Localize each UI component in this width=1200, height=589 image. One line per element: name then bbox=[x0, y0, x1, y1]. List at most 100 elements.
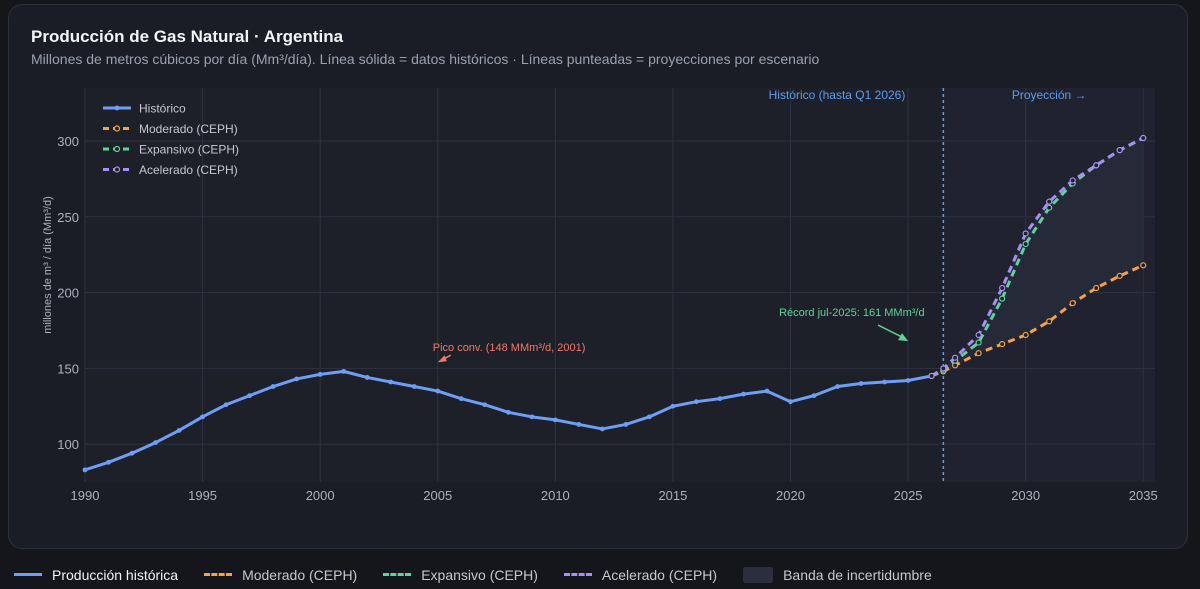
historic-point bbox=[858, 381, 864, 386]
acelerado-point bbox=[1046, 198, 1053, 205]
historic-point bbox=[694, 399, 699, 405]
acelerado-point bbox=[1022, 230, 1029, 237]
footer-legend-acelerado[interactable]: Acelerado (CEPH) bbox=[563, 566, 718, 583]
historic-point bbox=[317, 372, 323, 377]
record-arrowhead bbox=[898, 333, 909, 342]
historic-point bbox=[200, 414, 205, 420]
expansivo-point bbox=[975, 339, 982, 346]
x-tick-label: 2005 bbox=[423, 488, 452, 503]
acelerado-swatch bbox=[563, 573, 592, 576]
x-tick-label: 2035 bbox=[1129, 488, 1158, 503]
acelerado-point bbox=[928, 372, 935, 380]
production-chart: 100 150 200 250 300 1990 1995 2000 2005 2010 2015 2… bbox=[42, 88, 1158, 503]
expansivo-point bbox=[1022, 240, 1029, 248]
footer-legend-expansivo[interactable]: Expansivo (CEPH) bbox=[383, 567, 538, 583]
legend-label-historic: Histórico bbox=[139, 102, 186, 116]
acelerado-point bbox=[940, 365, 947, 372]
legend-marker-moderado bbox=[113, 125, 121, 132]
footer-legend-label: Moderado (CEPH) bbox=[242, 566, 358, 583]
historic-point bbox=[82, 467, 88, 473]
pico-annotation: Pico conv. (148 MMm³/d, 2001) bbox=[433, 342, 586, 354]
x-tick-label: 2030 bbox=[1011, 488, 1040, 503]
moderado-point bbox=[1140, 262, 1147, 269]
band-swatch bbox=[743, 566, 774, 583]
footer-legend: Producción histórica Moderado (CEPH) Exp… bbox=[0, 560, 1200, 589]
divider-label: Histórico (hasta Q1 2026) bbox=[769, 88, 906, 102]
moderado-swatch bbox=[204, 573, 233, 576]
expansivo-point bbox=[1046, 204, 1053, 211]
footer-legend-label: Acelerado (CEPH) bbox=[601, 566, 718, 583]
footer-legend-band[interactable]: Banda de incertidumbre bbox=[743, 566, 932, 583]
y-tick-label: 200 bbox=[57, 286, 79, 301]
footer-legend-label: Banda de incertidumbre bbox=[783, 566, 932, 583]
expansivo-point bbox=[999, 295, 1006, 302]
moderado-point bbox=[1116, 272, 1123, 280]
legend-marker-historic bbox=[114, 105, 120, 111]
moderado-point bbox=[1093, 284, 1100, 292]
historic-point bbox=[458, 396, 464, 402]
historic-point bbox=[717, 396, 723, 402]
moderado-point bbox=[999, 341, 1006, 348]
historic-point bbox=[835, 384, 840, 389]
moderado-point bbox=[975, 350, 982, 357]
footer-legend-label: Expansivo (CEPH) bbox=[421, 566, 538, 583]
record-arrow bbox=[877, 324, 903, 338]
legend-label-moderado: Moderado (CEPH) bbox=[139, 122, 238, 136]
y-tick-label: 150 bbox=[57, 361, 79, 376]
historic-point bbox=[129, 450, 135, 456]
footer-legend-label: Producción histórica bbox=[52, 566, 179, 583]
legend-marker-acelerado bbox=[113, 166, 121, 173]
historic-point bbox=[388, 379, 394, 385]
chart-subtitle: Millones de metros cúbicos por día (Mm³/… bbox=[31, 51, 820, 67]
y-tick-label: 250 bbox=[57, 210, 79, 225]
record-annotation: Récord jul-2025: 161 MMm³/d bbox=[779, 307, 925, 319]
x-tick-label: 2000 bbox=[306, 488, 335, 503]
footer-legend-historic[interactable]: Producción histórica bbox=[14, 567, 178, 583]
x-tick-label: 1995 bbox=[188, 488, 217, 503]
x-tick-label: 2010 bbox=[541, 488, 570, 503]
acelerado-point bbox=[975, 331, 982, 339]
historic-point bbox=[599, 426, 605, 432]
chart-title: Producción de Gas Natural · Argentina bbox=[31, 27, 344, 46]
y-tick-label: 100 bbox=[57, 437, 79, 452]
historic-point bbox=[153, 440, 158, 445]
historic-point bbox=[552, 417, 558, 423]
historic-point bbox=[882, 379, 887, 385]
historic-point bbox=[411, 384, 417, 389]
historic-point bbox=[270, 384, 276, 389]
acelerado-point bbox=[1116, 147, 1123, 154]
historic-point bbox=[576, 422, 582, 427]
x-tick-label: 2020 bbox=[776, 488, 805, 503]
historic-point bbox=[811, 393, 817, 399]
historic-point bbox=[741, 391, 746, 397]
legend-label-expansivo: Expansivo (CEPH) bbox=[139, 143, 239, 157]
historic-point bbox=[646, 414, 652, 420]
legend-label-acelerado: Acelerado (CEPH) bbox=[139, 163, 238, 177]
historic-point bbox=[788, 399, 793, 405]
x-tick-label: 1990 bbox=[71, 488, 100, 503]
acelerado-point bbox=[1069, 177, 1076, 184]
y-axis-label: millones de m³ / día (Mm³/d) bbox=[42, 196, 54, 334]
historic-swatch bbox=[14, 573, 42, 576]
moderado-point bbox=[1022, 331, 1029, 339]
historic-point bbox=[364, 375, 370, 380]
historic-point bbox=[670, 403, 676, 409]
moderado-point bbox=[1046, 318, 1053, 325]
pico-arrowhead bbox=[437, 355, 447, 363]
x-tick-label: 2015 bbox=[658, 488, 687, 503]
acelerado-point bbox=[1140, 134, 1147, 142]
moderado-point bbox=[1069, 300, 1076, 307]
acelerado-point bbox=[1093, 162, 1100, 169]
historic-point bbox=[435, 388, 441, 394]
historic-point bbox=[294, 376, 300, 382]
acelerado-point bbox=[952, 354, 959, 361]
historic-point bbox=[764, 388, 770, 394]
expansivo-swatch bbox=[383, 573, 412, 576]
historic-point bbox=[176, 428, 182, 433]
historic-point bbox=[106, 459, 111, 465]
footer-legend-moderado[interactable]: Moderado (CEPH) bbox=[204, 567, 357, 583]
historic-point bbox=[905, 378, 911, 383]
projection-label: Proyección → bbox=[1012, 88, 1087, 102]
historic-point bbox=[505, 409, 511, 415]
historic-point bbox=[529, 414, 535, 420]
